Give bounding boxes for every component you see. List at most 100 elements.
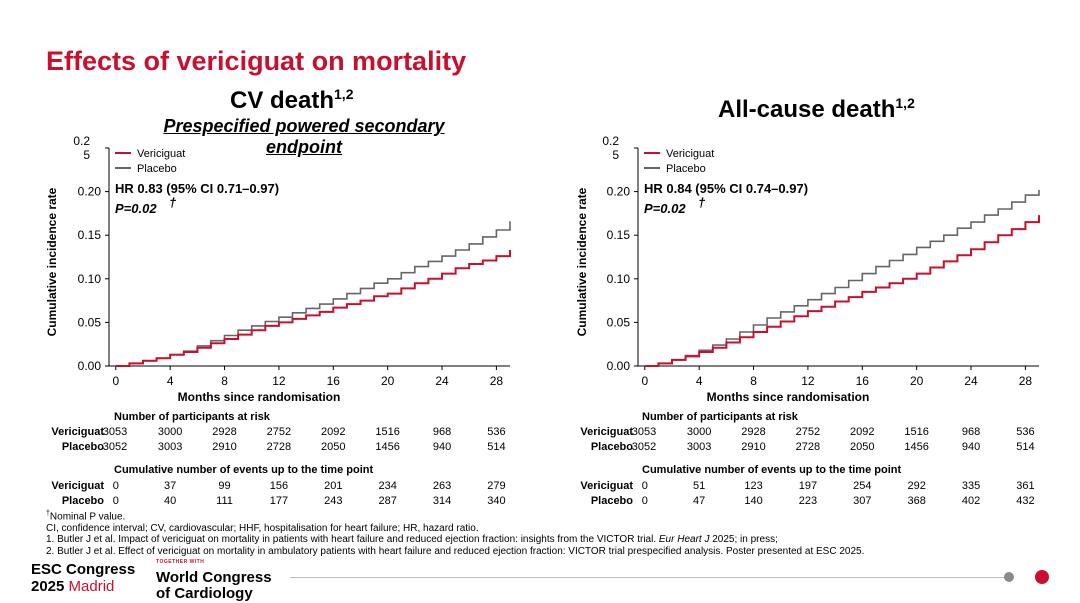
acd-p-value-dagger: † — [698, 195, 706, 210]
cv-risk-cell: 2050 — [321, 441, 345, 453]
cv-x-axis-label: Months since randomisation — [178, 390, 341, 404]
acd-y-tick-label: 0.2 — [602, 134, 619, 148]
cv-y-tick-label: 0.2 — [73, 134, 90, 148]
cv-events-cell: 243 — [324, 495, 342, 507]
acd-x-tick-label: 20 — [910, 374, 924, 388]
footnote-nominal: †Nominal P value. — [46, 508, 864, 523]
cv-x-tick-label: 4 — [167, 374, 174, 388]
cv-y-tick-label: 0.15 — [78, 228, 102, 242]
footnote-ref2: 2. Butler J et al. Effect of vericiguat … — [46, 545, 865, 557]
footnote-ref1-pre: 1. Butler J et al. Impact of vericiguat … — [46, 534, 659, 546]
cv-events-cell: 263 — [433, 480, 451, 492]
cv-events-cell: 340 — [487, 495, 505, 507]
cv-events-row-label: Vericiguat — [51, 480, 104, 492]
footnote-ref1-post: 2025; in press; — [709, 534, 778, 546]
acd-risk-cell: 2050 — [850, 441, 874, 453]
all-cause-death-title-ref: 1,2 — [895, 95, 915, 111]
acd-risk-row-label: Vericiguat — [580, 426, 633, 438]
acd-y-axis-label: Cumulative incidence rate — [575, 187, 589, 336]
cv-death-title-ref: 1,2 — [334, 86, 354, 102]
acd-x-tick-label: 4 — [696, 374, 703, 388]
cv-risk-cell: 1456 — [375, 441, 399, 453]
cv-events-table-title: Cumulative number of events up to the ti… — [114, 464, 373, 476]
acd-y-tick-label: 0.15 — [607, 228, 631, 242]
cv-risk-cell: 3052 — [103, 441, 127, 453]
all-cause-death-title: All-cause death1,2 — [718, 95, 915, 124]
acd-legend-label-placebo: Placebo — [666, 163, 706, 175]
footnote-ref1: 1. Butler J et al. Impact of vericiguat … — [46, 534, 864, 546]
cv-events-cell: 40 — [164, 495, 176, 507]
cv-risk-cell: 2728 — [267, 441, 291, 453]
acd-x-tick-label: 16 — [856, 374, 870, 388]
acd-events-cell: 254 — [853, 480, 871, 492]
acd-risk-cell: 2728 — [796, 441, 820, 453]
acd-risk-table-title: Number of participants at risk — [642, 411, 799, 423]
acd-events-cell: 123 — [744, 480, 762, 492]
acd-events-cell: 140 — [744, 495, 762, 507]
acd-events-cell: 51 — [693, 480, 705, 492]
cv-events-cell: 156 — [270, 480, 288, 492]
cv-death-title: CV death1,2 — [230, 86, 353, 115]
acd-x-tick-label: 0 — [641, 374, 648, 388]
acd-events-cell: 307 — [853, 495, 871, 507]
cv-y-tick-label: 0.20 — [78, 185, 102, 199]
footer-dot-red — [1035, 570, 1049, 584]
acd-events-cell: 335 — [962, 480, 980, 492]
esc-year: 2025 — [31, 578, 65, 595]
cv-events-row-label: Placebo — [62, 495, 104, 507]
acd-hazard-ratio: HR 0.84 (95% CI 0.74–0.97) — [644, 181, 808, 196]
footer-dot-grey — [1004, 572, 1014, 582]
footnote-abbreviations: CI, confidence interval; CV, cardiovascu… — [46, 522, 479, 534]
cv-death-subtitle: Prespecified powered secondary endpoint — [163, 116, 445, 157]
acd-risk-cell: 940 — [962, 441, 980, 453]
acd-risk-cell: 1516 — [904, 426, 928, 438]
acd-risk-cell: 2752 — [796, 426, 820, 438]
acd-y-tick-label: 5 — [612, 148, 619, 162]
esc-congress-logo: ESC Congress 2025 Madrid — [31, 561, 135, 595]
acd-events-cell: 0 — [642, 480, 648, 492]
cv-events-cell: 0 — [113, 480, 119, 492]
acd-events-cell: 292 — [907, 480, 925, 492]
acd-x-tick-label: 28 — [1019, 374, 1033, 388]
cv-x-tick-label: 28 — [490, 374, 504, 388]
acd-x-tick-label: 12 — [801, 374, 815, 388]
acd-risk-cell: 3053 — [632, 426, 656, 438]
cv-risk-cell: 3053 — [103, 426, 127, 438]
acd-events-row-label: Vericiguat — [580, 480, 633, 492]
esc-city: Madrid — [68, 578, 115, 595]
footnotes: †Nominal P value. CI, confidence interva… — [46, 508, 864, 557]
cv-risk-row-label: Placebo — [62, 441, 104, 453]
cv-events-cell: 111 — [216, 495, 233, 507]
cv-events-cell: 177 — [270, 495, 288, 507]
cv-risk-cell: 2910 — [212, 441, 236, 453]
cv-risk-cell: 2928 — [212, 426, 236, 438]
wcc-logo: TOGETHER WITH World Congress of Cardiolo… — [156, 554, 272, 602]
charts-canvas: 0.000.050.100.150.200.250 4 8 12 16 20 24 28Mon… — [45, 134, 1040, 507]
acd-events-cell: 0 — [642, 495, 648, 507]
acd-events-cell: 223 — [799, 495, 817, 507]
page-title: Effects of vericiguat on mortality — [46, 46, 467, 76]
footer-divider — [290, 577, 1010, 578]
footnote-dagger: † — [46, 510, 50, 517]
cv-p-value: P=0.02 — [115, 201, 157, 216]
acd-risk-cell: 2092 — [850, 426, 874, 438]
acd-risk-cell: 3003 — [687, 441, 711, 453]
cv-x-tick-label: 8 — [221, 374, 228, 388]
acd-p-value: P=0.02 — [644, 201, 686, 216]
cv-series-placebo — [115, 221, 511, 367]
cv-y-tick-label: 0.00 — [78, 359, 102, 373]
acd-series-vericiguat — [644, 215, 1040, 367]
cv-events-cell: 0 — [113, 495, 119, 507]
cv-risk-table-title: Number of participants at risk — [114, 411, 271, 423]
cv-events-cell: 201 — [324, 480, 342, 492]
acd-events-row-label: Placebo — [591, 495, 633, 507]
cv-y-tick-label: 5 — [83, 148, 90, 162]
cv-x-tick-label: 0 — [112, 374, 119, 388]
cv-legend-label-placebo: Placebo — [137, 163, 177, 175]
cv-p-value-dagger: † — [169, 195, 177, 210]
cv-risk-cell: 1516 — [375, 426, 399, 438]
acd-risk-cell: 536 — [1016, 426, 1034, 438]
acd-legend-label-vericiguat: Vericiguat — [666, 148, 714, 160]
acd-y-tick-label: 0.20 — [607, 185, 631, 199]
acd-events-cell: 402 — [962, 495, 980, 507]
